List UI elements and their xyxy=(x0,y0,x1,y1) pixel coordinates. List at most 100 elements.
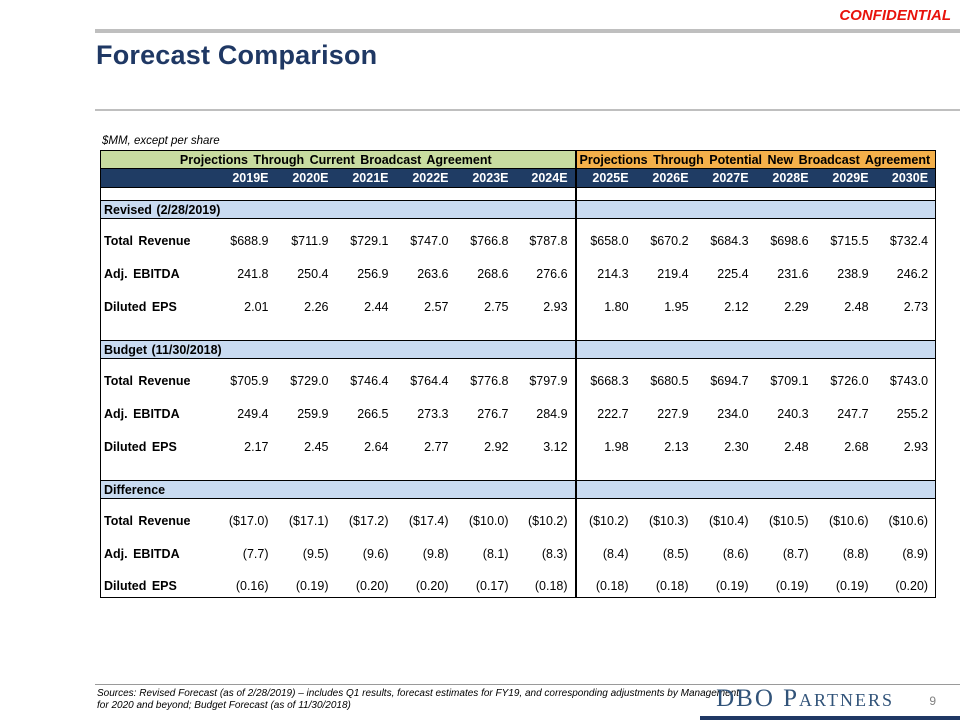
value-cell: (8.5) xyxy=(662,546,689,561)
value-cell: (0.18) xyxy=(655,579,689,593)
value-cell: ($10.3) xyxy=(648,513,689,528)
value-cell: $694.7 xyxy=(710,373,749,388)
value-cell: 227.9 xyxy=(657,406,689,421)
value-cell: $787.8 xyxy=(515,218,577,252)
value-cell: ($10.6) xyxy=(888,513,929,528)
year-header: 2021E xyxy=(335,168,396,188)
value-cell: 2.17 xyxy=(244,439,269,454)
table-row: Total Revenue $688.9 $711.9 $729.1 $747.0 $76… xyxy=(101,218,936,252)
year-header: 2026E xyxy=(635,168,696,188)
value-cell: 240.3 xyxy=(777,406,809,421)
value-cell: ($10.5) xyxy=(768,513,809,528)
year-header: 2025E xyxy=(575,168,636,188)
value-cell: 284.9 xyxy=(515,391,577,425)
confidential-label: CONFIDENTIAL xyxy=(839,7,951,24)
value-cell: (8.1) xyxy=(482,546,509,561)
value-cell: ($10.4) xyxy=(708,513,749,528)
value-cell: 219.4 xyxy=(657,266,689,281)
value-cell: $705.9 xyxy=(230,373,269,388)
value-cell: $797.9 xyxy=(515,358,577,392)
value-cell: 249.4 xyxy=(237,406,269,421)
dbo-partners-logo: DBO Partners xyxy=(716,685,894,712)
value-cell: ($17.4) xyxy=(408,513,449,528)
value-cell: 214.3 xyxy=(597,266,629,281)
section-header: Revised (2/28/2019) xyxy=(100,200,577,219)
spacer-cell xyxy=(576,318,936,341)
value-cell: ($10.2) xyxy=(515,498,577,532)
section-header-fill xyxy=(575,200,936,219)
table-row: Total Revenue ($17.0) ($17.1) ($17.2) ($17.4… xyxy=(101,498,936,532)
value-cell: $688.9 xyxy=(230,233,269,248)
value-cell: $743.0 xyxy=(889,373,929,388)
value-cell: 266.5 xyxy=(357,406,389,421)
year-header: 2027E xyxy=(695,168,756,188)
table-row: Adj. EBITDA 241.8 250.4 256.9 263.6 268.6 276.… xyxy=(101,251,936,285)
value-cell: (8.8) xyxy=(842,546,869,561)
value-cell: 231.6 xyxy=(777,266,809,281)
forecast-table: Projections Through Current Broadcast Ag… xyxy=(99,150,937,598)
value-cell: ($17.1) xyxy=(288,513,329,528)
value-cell: (8.4) xyxy=(602,546,629,561)
year-header: 2023E xyxy=(455,168,516,188)
value-cell: 2.68 xyxy=(844,439,869,454)
year-header: 2024E xyxy=(515,168,577,188)
year-header: 2030E xyxy=(875,168,936,188)
value-cell: 2.92 xyxy=(484,439,509,454)
value-cell: 256.9 xyxy=(357,266,389,281)
value-cell: 268.6 xyxy=(477,266,509,281)
footer-divider xyxy=(95,684,960,685)
value-cell: $747.0 xyxy=(410,233,449,248)
value-cell: 2.48 xyxy=(784,439,809,454)
section-header-fill xyxy=(575,480,936,499)
value-cell: 2.44 xyxy=(364,299,389,314)
value-cell: 263.6 xyxy=(417,266,449,281)
spacer-cell xyxy=(576,458,936,481)
title-divider xyxy=(95,109,960,111)
value-cell: 2.29 xyxy=(784,299,809,314)
value-cell: (8.9) xyxy=(902,546,929,561)
value-cell: 2.73 xyxy=(903,299,929,314)
value-cell: ($10.2) xyxy=(588,513,629,528)
group-header-new: Projections Through Potential New Broadc… xyxy=(575,150,937,169)
row-label: Adj. EBITDA xyxy=(104,406,180,421)
section-header: Budget (11/30/2018) xyxy=(100,340,577,359)
value-cell: $658.0 xyxy=(590,233,629,248)
row-label: Adj. EBITDA xyxy=(104,546,180,561)
value-cell: 1.80 xyxy=(604,299,629,314)
section-header: Difference xyxy=(100,480,577,499)
value-cell: 276.7 xyxy=(477,406,509,421)
value-cell: 2.77 xyxy=(424,439,449,454)
value-cell: 2.45 xyxy=(304,439,329,454)
value-cell: 2.93 xyxy=(515,284,577,318)
row-label: Total Revenue xyxy=(104,513,191,528)
value-cell: 2.75 xyxy=(484,299,509,314)
value-cell: ($10.0) xyxy=(468,513,509,528)
sources-note: Sources: Revised Forecast (as of 2/28/20… xyxy=(97,688,739,712)
value-cell: 250.4 xyxy=(297,266,329,281)
row-label: Total Revenue xyxy=(104,373,191,388)
value-cell: (8.6) xyxy=(722,546,749,561)
spacer-cell xyxy=(100,187,577,201)
value-cell: 259.9 xyxy=(297,406,329,421)
value-cell: 234.0 xyxy=(717,406,749,421)
value-cell: $766.8 xyxy=(470,233,509,248)
value-cell: 2.13 xyxy=(664,439,689,454)
table-row: Diluted EPS 2.17 2.45 2.64 2.77 2.92 3.12 1.98 2… xyxy=(101,424,936,458)
value-cell: 238.9 xyxy=(837,266,869,281)
value-cell: ($17.0) xyxy=(228,513,269,528)
sources-line-1: Sources: Revised Forecast (as of 2/28/20… xyxy=(97,688,739,699)
spacer-cell xyxy=(100,317,577,341)
value-cell: $732.4 xyxy=(889,233,929,248)
year-header: 2029E xyxy=(815,168,876,188)
section-header-fill xyxy=(575,340,936,359)
value-cell: (8.3) xyxy=(515,531,577,565)
table-row: Adj. EBITDA 249.4 259.9 266.5 273.3 276.7 284.… xyxy=(101,391,936,425)
year-header: 2028E xyxy=(755,168,816,188)
value-cell: (0.20) xyxy=(355,579,389,593)
spacer-row xyxy=(100,317,936,341)
value-cell: (7.7) xyxy=(242,546,269,561)
value-cell: $711.9 xyxy=(291,233,329,248)
value-cell: (0.20) xyxy=(895,579,929,593)
value-cell: $729.0 xyxy=(290,373,329,388)
year-header: 2020E xyxy=(275,168,336,188)
